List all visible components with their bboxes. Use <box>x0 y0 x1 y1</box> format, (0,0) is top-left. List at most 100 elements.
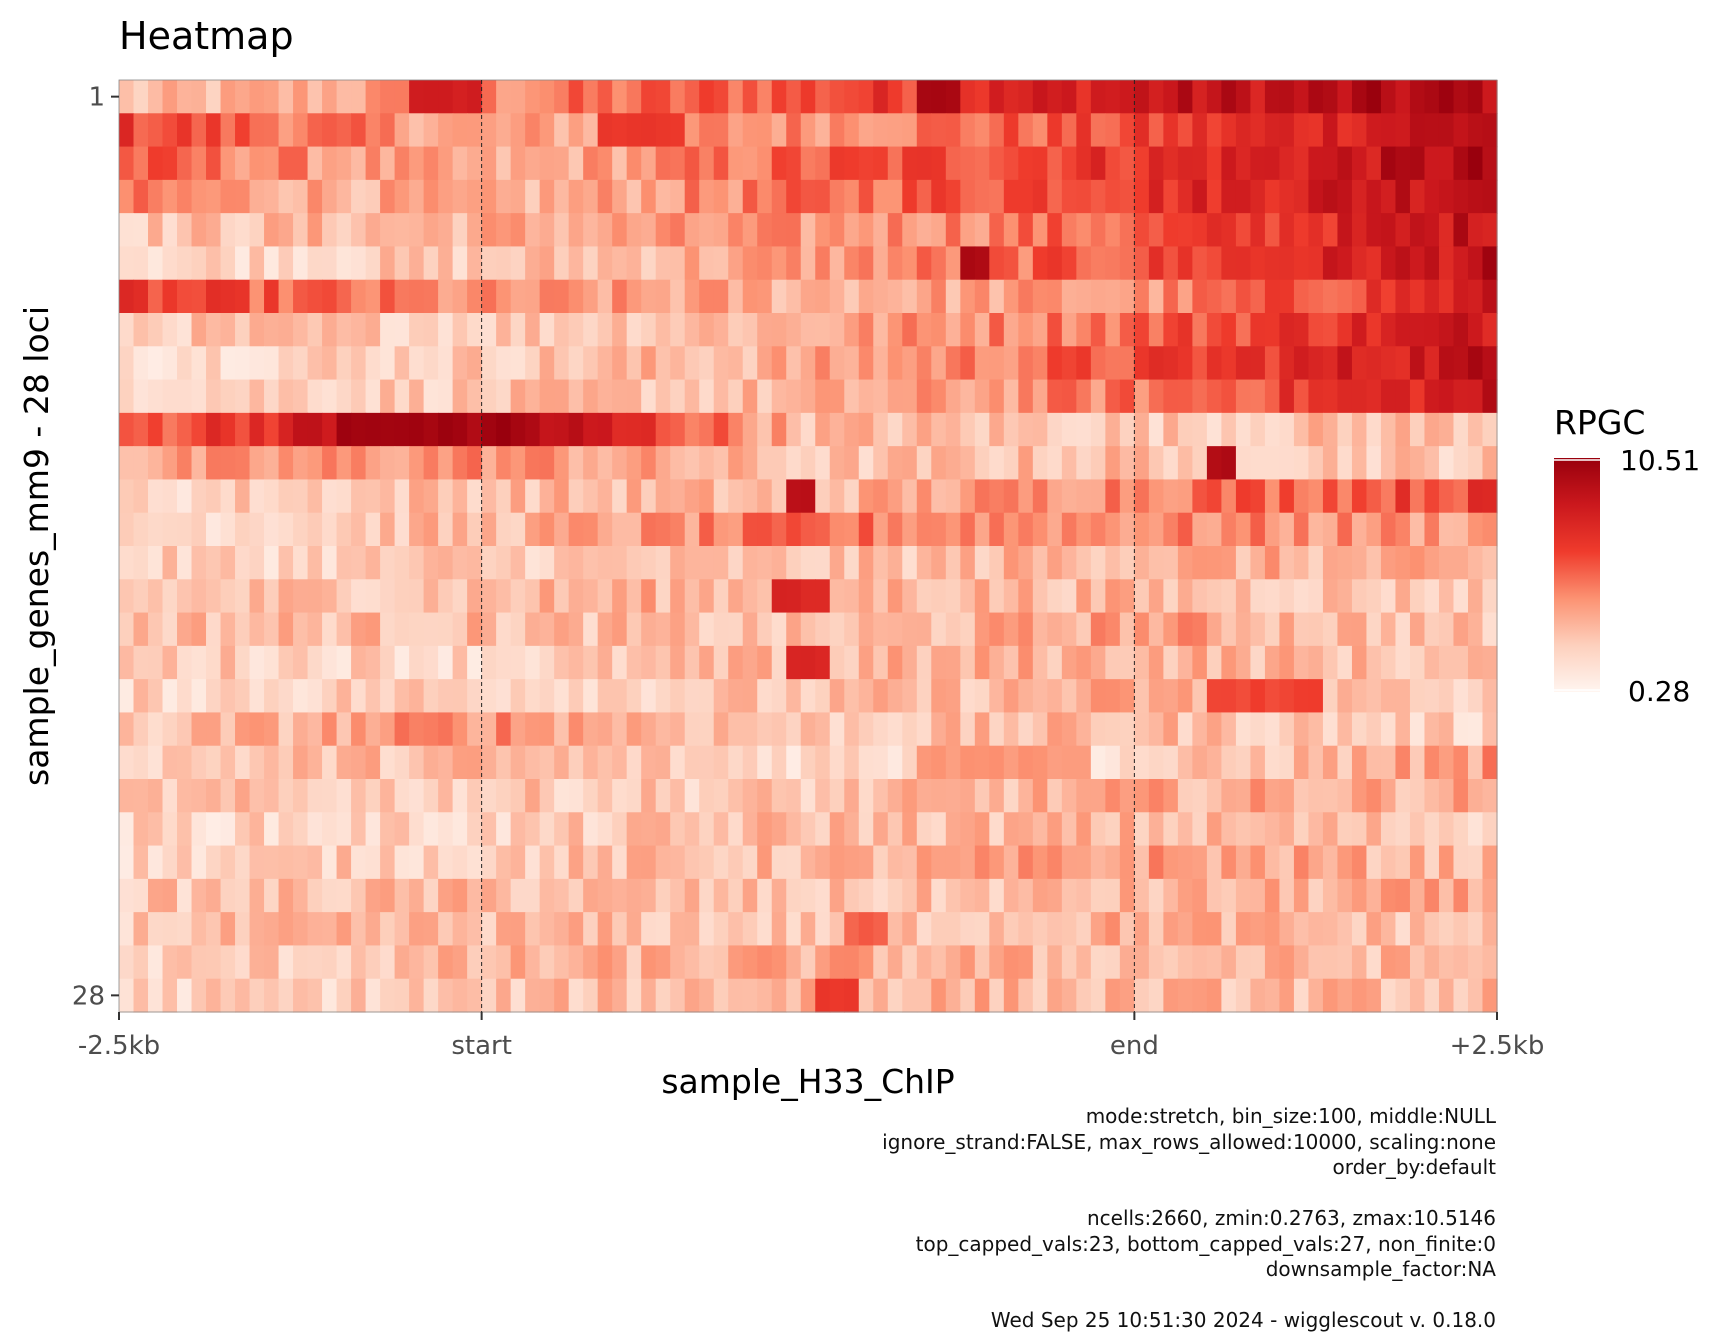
heatmap-cell <box>1453 80 1469 114</box>
heatmap-cell <box>1221 546 1237 580</box>
heatmap-cell <box>713 213 729 248</box>
heatmap-cell <box>1018 80 1034 114</box>
x-tick-label: start <box>451 1031 512 1061</box>
heatmap-cell <box>684 446 700 481</box>
heatmap-cell <box>467 146 483 181</box>
heatmap-cell <box>148 645 164 680</box>
heatmap-cell <box>670 346 686 381</box>
heatmap-cell <box>423 978 439 1013</box>
heatmap-cell <box>322 246 338 281</box>
heatmap-cell <box>452 679 468 714</box>
heatmap-cell <box>148 346 164 381</box>
heatmap-cell <box>771 279 787 314</box>
heatmap-cell <box>713 412 729 447</box>
heatmap-cell <box>1018 978 1034 1013</box>
heatmap-cell <box>351 978 367 1013</box>
heatmap-cell <box>1192 113 1208 148</box>
heatmap-cell <box>539 512 555 547</box>
heatmap-cell <box>365 878 381 913</box>
heatmap-cell <box>133 679 149 714</box>
heatmap-cell <box>626 313 642 347</box>
heatmap-cell <box>177 479 193 514</box>
heatmap-cell <box>902 745 918 780</box>
heatmap-cell <box>525 779 541 813</box>
heatmap-cell <box>336 612 352 647</box>
heatmap-cell <box>1148 279 1164 314</box>
heatmap-cell <box>1148 679 1164 714</box>
heatmap-cell <box>1134 612 1150 647</box>
heatmap-cell <box>1409 113 1426 148</box>
heatmap-cell <box>1409 512 1426 547</box>
heatmap-cell <box>1235 912 1252 947</box>
heatmap-cell <box>800 579 816 614</box>
heatmap-cell <box>119 712 135 747</box>
heatmap-cell <box>1438 512 1455 547</box>
heatmap-cell <box>510 379 526 414</box>
heatmap-cell <box>365 479 381 514</box>
heatmap-cell <box>757 645 773 680</box>
heatmap-cell <box>1337 412 1353 447</box>
heatmap-cell <box>960 179 976 214</box>
heatmap-cell <box>322 579 338 614</box>
heatmap-cell <box>1409 745 1426 780</box>
heatmap-cell <box>1337 546 1353 580</box>
heatmap-cell <box>1134 113 1150 148</box>
heatmap-cell <box>1337 179 1353 214</box>
heatmap-cell <box>1409 379 1426 414</box>
heatmap-cell <box>916 945 932 980</box>
heatmap-cell <box>206 612 222 647</box>
heatmap-cell <box>786 479 802 514</box>
heatmap-cell <box>612 779 628 813</box>
heatmap-cell <box>887 279 903 314</box>
heatmap-cell <box>220 878 236 913</box>
heatmap-cell <box>1482 379 1498 414</box>
heatmap-cell <box>162 479 178 514</box>
heatmap-cell <box>438 512 454 547</box>
heatmap-cell <box>800 745 816 780</box>
heatmap-cell <box>974 878 990 913</box>
heatmap-cell <box>177 779 193 813</box>
heatmap-cell <box>539 978 555 1013</box>
heatmap-cell <box>699 912 715 947</box>
heatmap-cell <box>902 446 918 481</box>
heatmap-cell <box>815 146 831 181</box>
heatmap-cell <box>1177 812 1193 847</box>
heatmap-cell <box>1409 80 1426 114</box>
heatmap-cell <box>670 579 686 614</box>
heatmap-cell <box>336 346 352 381</box>
heatmap-cell <box>1337 779 1353 813</box>
legend-title: RPGC <box>1554 403 1645 442</box>
heatmap-cell <box>1279 978 1295 1013</box>
heatmap-cell <box>539 579 555 614</box>
heatmap-cell <box>119 446 135 481</box>
heatmap-cell <box>684 878 700 913</box>
heatmap-cell <box>1148 246 1164 281</box>
heatmap-cell <box>1293 779 1310 813</box>
heatmap-cell <box>322 346 338 381</box>
heatmap-cell <box>1235 412 1252 447</box>
heatmap-cell <box>119 346 135 381</box>
heatmap-cell <box>133 80 149 114</box>
heatmap-cell <box>1047 878 1063 913</box>
heatmap-cell <box>1438 113 1455 148</box>
heatmap-cell <box>786 213 802 248</box>
heatmap-cell <box>1337 745 1353 780</box>
heatmap-cell <box>235 612 251 647</box>
run-info-caption: mode:stretch, bin_size:100, middle:NULL … <box>496 1104 1496 1334</box>
heatmap-cell <box>670 712 686 747</box>
heatmap-cell <box>525 279 541 314</box>
heatmap-cell <box>1438 279 1455 314</box>
heatmap-cell <box>829 612 845 647</box>
heatmap-cell <box>1061 612 1077 647</box>
heatmap-cell <box>1076 812 1092 847</box>
heatmap-cell <box>1076 346 1092 381</box>
heatmap-cell <box>1134 246 1150 281</box>
heatmap-cell <box>1061 645 1077 680</box>
heatmap-cell <box>786 712 802 747</box>
heatmap-cell <box>612 146 628 181</box>
heatmap-cell <box>1090 712 1106 747</box>
heatmap-cell <box>829 246 845 281</box>
heatmap-cell <box>1351 113 1368 148</box>
heatmap-cell <box>177 213 193 248</box>
heatmap-cell <box>829 213 845 248</box>
